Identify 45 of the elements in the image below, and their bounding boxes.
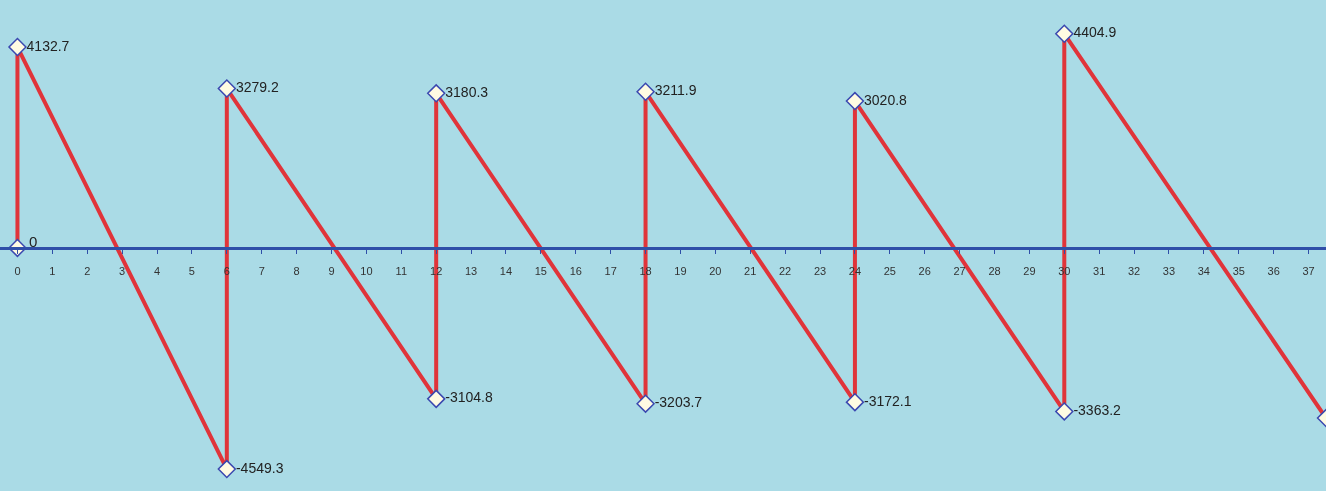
x-tick-label: 2 (84, 265, 91, 278)
data-label: -3104.8 (445, 389, 493, 406)
x-tick-label: 4 (153, 265, 161, 278)
x-tick-label: 21 (744, 265, 757, 278)
x-tick-label: 35 (1232, 265, 1245, 278)
data-label: 4132.7 (26, 37, 70, 54)
x-tick-label: 20 (709, 265, 722, 278)
x-tick-label: 9 (328, 265, 335, 278)
x-tick-label: 10 (360, 265, 373, 278)
data-label: 3279.2 (235, 79, 279, 96)
data-label: -3363.2 (1073, 401, 1122, 418)
x-tick-label: 32 (1127, 265, 1141, 278)
data-label: 3180.3 (445, 83, 489, 100)
x-tick-label: 5 (188, 265, 195, 278)
x-tick-label: 17 (604, 265, 617, 278)
x-tick-label: 13 (464, 265, 478, 278)
x-tick-label: 11 (395, 265, 407, 278)
x-tick-label: 28 (988, 265, 1001, 278)
x-tick-label: 36 (1267, 265, 1280, 278)
x-tick-label: 14 (499, 265, 513, 278)
x-tick-label: 22 (779, 265, 792, 278)
data-label: -4549.3 (235, 459, 284, 476)
annotation: 0 (29, 233, 38, 250)
data-label: 4404.9 (1073, 24, 1117, 41)
x-tick-label: 8 (293, 265, 300, 278)
data-label: -3172.1 (864, 392, 912, 409)
x-tick-label: 33 (1162, 265, 1176, 278)
x-tick-label: 23 (813, 265, 827, 278)
data-label: 3020.8 (864, 91, 908, 108)
x-tick-label: 31 (1093, 265, 1106, 278)
x-tick-label: 27 (953, 265, 966, 278)
x-tick-label: 7 (258, 265, 265, 278)
x-tick-label: 25 (883, 265, 896, 278)
x-tick-label: 34 (1197, 265, 1210, 278)
x-tick-label: 37 (1302, 265, 1315, 278)
x-tick-label: 3 (119, 265, 126, 278)
x-tick-label: 26 (918, 265, 931, 278)
x-tick-label: 0 (14, 265, 21, 278)
x-tick-label: 29 (1023, 265, 1036, 278)
data-label: -3203.7 (654, 394, 703, 411)
x-tick-label: 1 (49, 265, 56, 278)
x-tick-label: 15 (534, 265, 547, 278)
x-tick-label: 16 (569, 265, 582, 278)
data-label: 3211.9 (654, 82, 697, 99)
x-tick-label: 19 (674, 265, 687, 278)
